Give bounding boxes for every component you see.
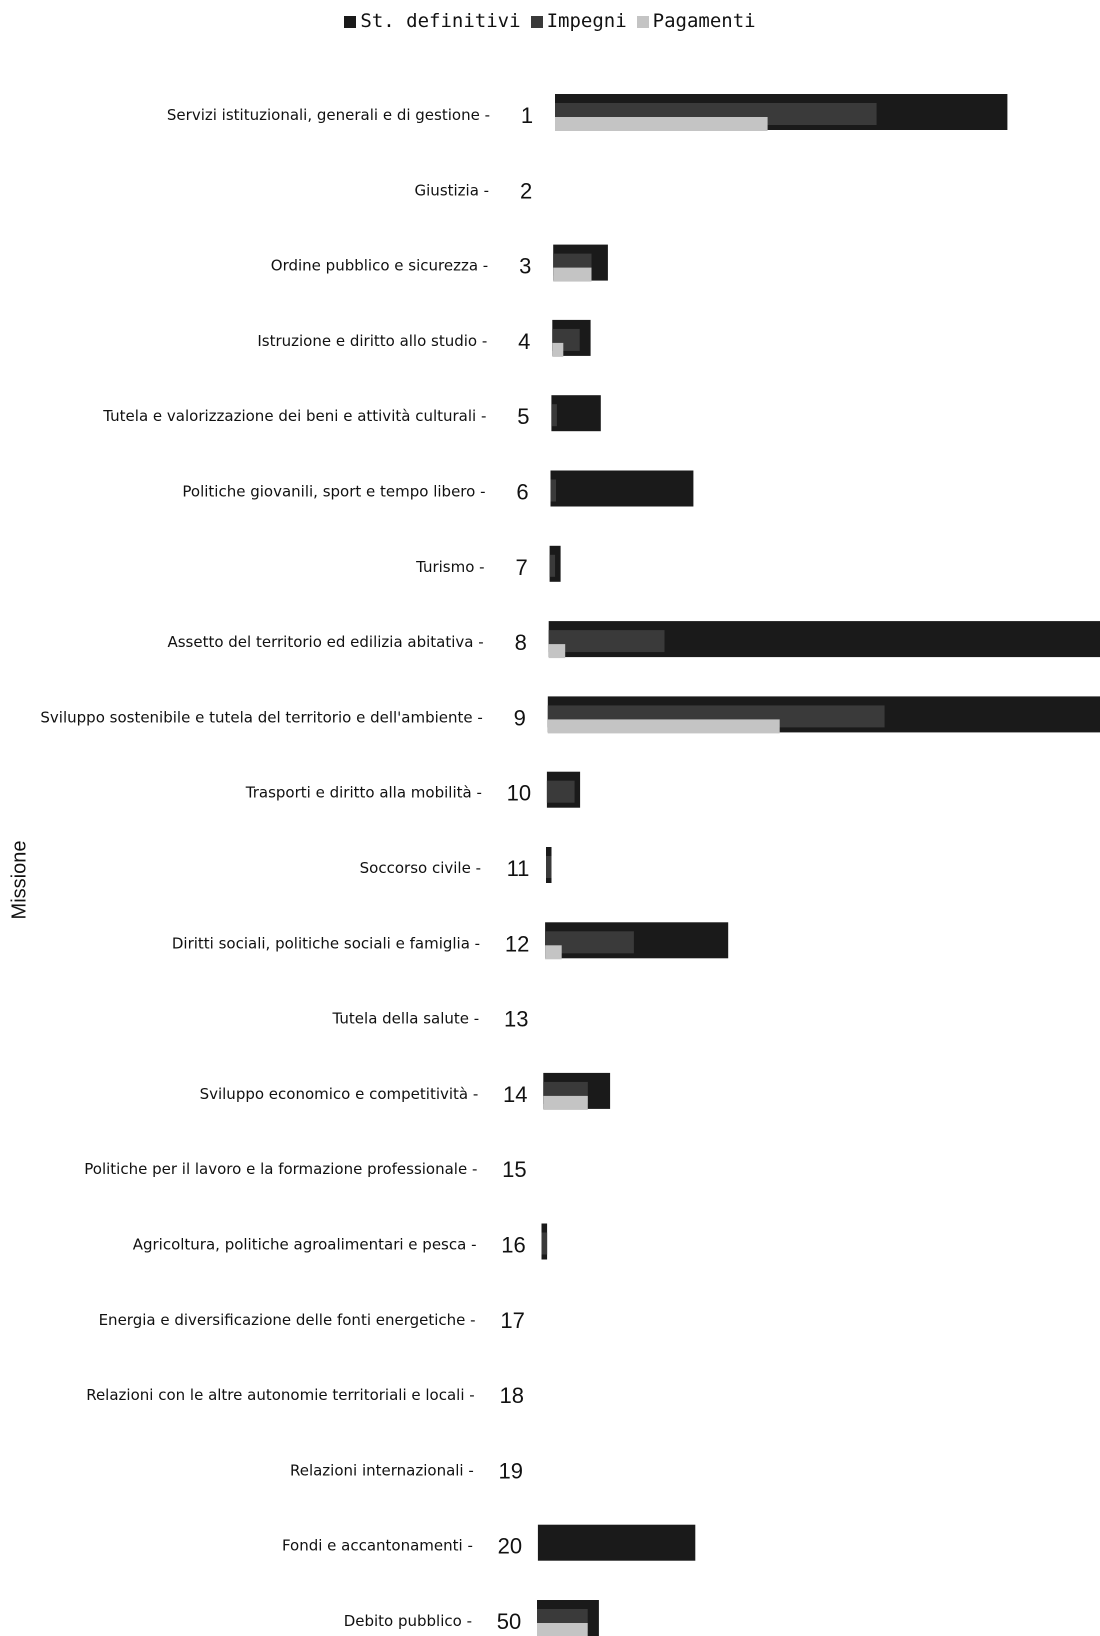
legend-swatch xyxy=(636,16,649,28)
category-label: Ordine pubblico e sicurezza - xyxy=(271,257,488,275)
category-label: Tutela e valorizzazione dei beni e attiv… xyxy=(102,407,486,425)
category-code: 50 xyxy=(497,1609,521,1634)
category-code: 15 xyxy=(502,1157,526,1182)
category-code: 8 xyxy=(515,630,527,655)
legend-label: Pagamenti xyxy=(652,10,756,32)
bar-pagamenti xyxy=(543,1095,588,1110)
bar-pagamenti xyxy=(552,342,564,357)
category-label: Diritti sociali, politiche sociali e fam… xyxy=(172,934,480,952)
legend-swatch xyxy=(344,16,357,28)
category-label: Agricoltura, politiche agroalimentari e … xyxy=(133,1236,477,1254)
category-label: Assetto del territorio ed edilizia abita… xyxy=(167,633,483,651)
bar-pagamenti xyxy=(545,945,562,960)
category-label: Trasporti e diritto alla mobilità - xyxy=(245,784,482,802)
bar-impegni xyxy=(548,630,665,653)
category-code: 4 xyxy=(518,329,530,354)
category-label: Istruzione e diritto allo studio - xyxy=(257,332,487,350)
bar-impegni xyxy=(541,1232,548,1255)
bar-st-definitivi xyxy=(551,395,601,432)
category-code: 14 xyxy=(503,1082,527,1107)
category-label: Politiche per il lavoro e la formazione … xyxy=(84,1160,477,1178)
bar-pagamenti xyxy=(555,117,768,131)
bar-impegni xyxy=(545,931,634,954)
category-label: Energia e diversificazione delle fonti e… xyxy=(99,1311,476,1329)
category-code: 6 xyxy=(516,480,528,505)
category-label: Sviluppo sostenibile e tutela del territ… xyxy=(40,708,482,726)
bar-st-definitivi xyxy=(550,470,694,507)
category-label: Sviluppo economico e competitività - xyxy=(200,1085,479,1103)
bar-pagamenti xyxy=(537,1623,588,1636)
bar-impegni xyxy=(546,780,575,803)
category-code: 9 xyxy=(514,705,526,730)
legend-swatch xyxy=(530,16,543,28)
category-label: Fondi e accantonamenti - xyxy=(282,1537,473,1555)
legend-label: Impegni xyxy=(546,10,627,32)
category-label: Tutela della salute - xyxy=(332,1010,480,1028)
category-label: Relazioni internazionali - xyxy=(290,1461,474,1479)
category-label: Turismo - xyxy=(415,558,485,576)
category-code: 18 xyxy=(499,1383,523,1408)
bar-impegni xyxy=(550,479,556,502)
category-code: 3 xyxy=(519,254,531,279)
bar-impegni xyxy=(551,404,557,427)
category-code: 7 xyxy=(515,555,527,580)
category-code: 2 xyxy=(520,178,532,203)
category-label: Servizi istituzionali, generali e di ges… xyxy=(167,106,490,124)
bar-pagamenti xyxy=(548,644,566,659)
bar-st-definitivi xyxy=(537,1524,696,1561)
category-code: 12 xyxy=(505,931,529,956)
category-label: Politiche giovanili, sport e tempo liber… xyxy=(182,483,485,501)
category-code: 19 xyxy=(499,1458,523,1483)
category-code: 1 xyxy=(521,103,533,128)
bar-pagamenti xyxy=(547,719,780,734)
legend-item: Pagamenti xyxy=(636,10,756,32)
bar-impegni xyxy=(549,554,556,577)
category-code: 17 xyxy=(500,1308,524,1333)
legend-label: St. definitivi xyxy=(360,10,521,32)
category-code: 16 xyxy=(501,1233,525,1258)
category-code: 11 xyxy=(507,856,530,881)
category-code: 5 xyxy=(517,404,529,429)
category-label: Giustizia - xyxy=(415,181,490,199)
category-code: 20 xyxy=(498,1534,522,1559)
category-code: 13 xyxy=(504,1007,528,1032)
bar-impegni xyxy=(546,856,552,878)
legend-item: St. definitivi xyxy=(344,10,521,32)
category-label: Debito pubblico - xyxy=(344,1612,472,1630)
legend-item: Impegni xyxy=(530,10,627,32)
chart-legend: St. definitivi Impegni Pagamenti xyxy=(0,10,1100,32)
category-label: Relazioni con le altre autonomie territo… xyxy=(86,1386,474,1404)
bar-pagamenti xyxy=(553,267,592,282)
category-label: Soccorso civile - xyxy=(360,859,481,877)
category-code: 10 xyxy=(507,781,531,806)
